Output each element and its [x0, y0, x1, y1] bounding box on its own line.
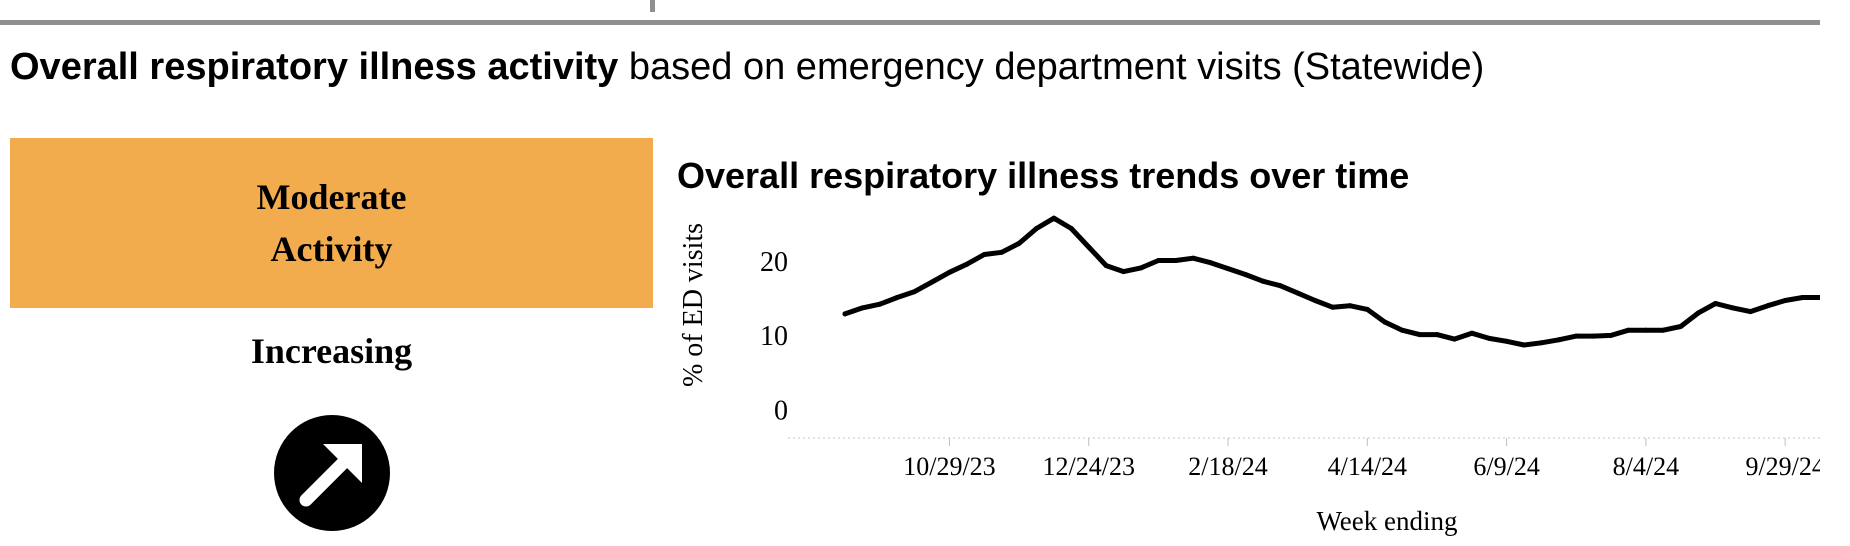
data-point	[1295, 290, 1301, 296]
y-tick-label: 0	[774, 395, 788, 426]
y-axis-ticks: 0 10 20	[760, 247, 788, 426]
data-point	[947, 269, 952, 275]
data-point	[1330, 304, 1335, 310]
data-point	[1643, 327, 1649, 333]
chart-series	[842, 215, 1820, 348]
data-point	[999, 249, 1005, 255]
data-point	[1800, 295, 1806, 300]
data-point	[1382, 319, 1388, 325]
data-point	[1225, 266, 1231, 272]
data-point	[842, 311, 848, 317]
section-heading: Overall respiratory illness activity bas…	[10, 46, 1484, 89]
x-axis-ticks: 10/29/23 12/24/23 2/18/24 4/14/24 6/9/24 8/4/…	[903, 438, 1820, 481]
data-point	[1451, 336, 1457, 342]
data-point	[1138, 265, 1144, 271]
activity-level-box: Moderate Activity	[10, 138, 653, 308]
trend-label: Increasing	[250, 331, 413, 371]
activity-level-label: Moderate Activity	[222, 171, 442, 275]
data-point	[1068, 226, 1074, 231]
data-point	[1591, 333, 1597, 339]
data-point	[1608, 332, 1614, 338]
data-point	[1347, 303, 1353, 309]
chart-title: Overall respiratory illness trends over …	[677, 155, 1410, 196]
x-tick-label: 8/4/24	[1613, 452, 1679, 481]
data-point	[1399, 327, 1405, 333]
series-line	[842, 215, 1820, 348]
x-axis-label: Week ending	[1316, 506, 1457, 536]
heading-rest-text: based on emergency department visits (St…	[618, 46, 1485, 88]
data-point	[1486, 335, 1492, 341]
activity-line-2: Activity	[270, 229, 393, 269]
arrow-up-right-circle-icon	[274, 415, 390, 531]
data-point	[859, 305, 865, 311]
data-point	[1556, 337, 1562, 343]
data-point	[1173, 258, 1179, 263]
data-point	[1678, 324, 1684, 329]
data-point	[1521, 342, 1527, 348]
data-point	[1713, 301, 1718, 306]
tab-separator-tick	[650, 0, 655, 12]
data-point	[1051, 215, 1057, 221]
data-point	[1364, 306, 1370, 312]
data-point	[1277, 283, 1283, 289]
x-tick-label: 6/9/24	[1473, 452, 1539, 481]
data-point	[1086, 244, 1092, 250]
data-point	[1208, 260, 1214, 266]
data-point	[1626, 327, 1631, 333]
activity-line-1: Moderate	[256, 177, 407, 217]
x-tick-label: 10/29/23	[903, 452, 995, 481]
data-point	[912, 289, 918, 295]
x-tick-label: 2/18/24	[1188, 452, 1267, 481]
heading-bold-text: Overall respiratory illness activity	[10, 46, 619, 88]
data-point	[1747, 309, 1753, 315]
data-point	[1121, 269, 1127, 275]
data-point	[1190, 255, 1196, 261]
y-tick-label: 20	[760, 247, 788, 278]
data-point	[1155, 258, 1161, 263]
data-point	[1103, 263, 1109, 269]
data-point	[1817, 295, 1820, 300]
data-point	[929, 279, 935, 285]
data-point	[1782, 298, 1788, 303]
data-point	[1434, 332, 1440, 338]
data-point	[1312, 298, 1318, 303]
x-tick-label: 9/29/24	[1745, 452, 1820, 481]
data-point	[964, 261, 970, 267]
top-divider	[0, 20, 1820, 25]
data-point	[1660, 327, 1666, 333]
trend-chart: 0 10 20 10/29/23 12/24/23 2/18/24 4/14/24 6/9/…	[678, 215, 1820, 536]
data-point	[1695, 310, 1701, 316]
data-point	[1765, 303, 1771, 309]
data-point	[1573, 333, 1579, 339]
x-tick-label: 12/24/23	[1043, 452, 1135, 481]
data-point	[1016, 240, 1022, 246]
y-axis-label: % of ED visits	[678, 223, 709, 387]
data-point	[894, 295, 900, 300]
x-tick-label: 4/14/24	[1328, 452, 1407, 481]
data-point	[877, 301, 883, 307]
data-point	[981, 252, 987, 257]
data-point	[1034, 226, 1039, 231]
y-tick-label: 10	[760, 321, 788, 352]
data-point	[1730, 305, 1736, 311]
data-point	[1469, 330, 1475, 336]
data-point	[1417, 332, 1423, 338]
data-point	[1260, 278, 1266, 284]
data-point	[1538, 340, 1544, 346]
data-point	[1242, 272, 1248, 277]
data-point	[1504, 338, 1510, 344]
